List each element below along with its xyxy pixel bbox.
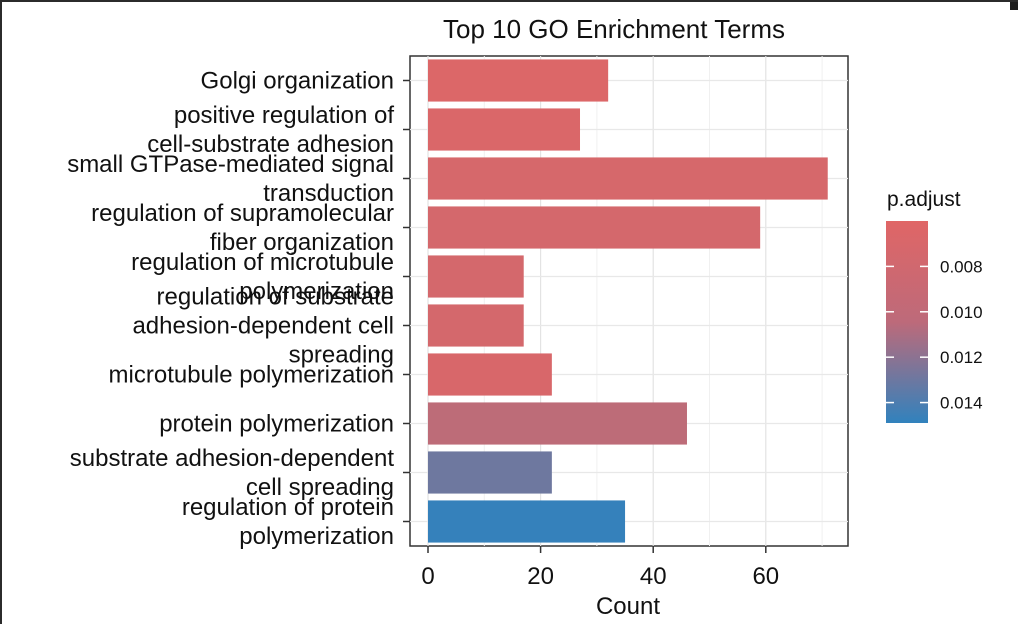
y-tick-label: protein polymerization [159, 411, 394, 438]
bar-series [428, 59, 828, 543]
y-tick-label: polymerization [239, 523, 394, 550]
legend-tick-label: 0.014 [940, 394, 983, 413]
y-tick-label: positive regulation of [174, 102, 394, 129]
bar [428, 402, 687, 445]
y-tick-label: small GTPase-mediated signal [67, 151, 394, 178]
x-tick-label: 60 [752, 563, 779, 590]
y-tick-label: cell-substrate adhesion [147, 131, 394, 158]
x-axis: 0 20 40 60 [421, 546, 779, 590]
legend-title: p.adjust [887, 188, 961, 211]
bar [428, 206, 761, 249]
bar [428, 451, 552, 494]
y-tick-label: regulation of microtubule [131, 249, 394, 276]
y-tick-label: regulation of supramolecular [91, 200, 394, 227]
bar [428, 304, 524, 347]
bar [428, 255, 524, 298]
y-tick-label: cell spreading [246, 474, 394, 501]
bar [428, 500, 626, 543]
y-tick-label: spreading [289, 342, 394, 369]
chart-title: Top 10 GO Enrichment Terms [443, 14, 785, 44]
bar [428, 108, 581, 151]
y-tick-label: transduction [263, 180, 394, 207]
y-tick-label: regulation of substrate [157, 284, 394, 311]
y-tick-label: regulation of protein [182, 494, 394, 521]
y-tick-label: adhesion-dependent cell [132, 313, 394, 340]
legend-tick-label: 0.008 [940, 257, 983, 276]
x-axis-label: Count [596, 593, 660, 620]
bar [428, 157, 828, 200]
legend-colorbar [886, 221, 928, 423]
y-tick-label: Golgi organization [201, 68, 394, 95]
legend-tick-label: 0.010 [940, 303, 983, 322]
bar [428, 59, 609, 102]
legend-tick-label: 0.012 [940, 348, 983, 367]
y-tick-label: microtubule polymerization [109, 362, 394, 389]
x-tick-label: 40 [640, 563, 667, 590]
y-tick-label: fiber organization [210, 229, 394, 256]
x-tick-label: 0 [421, 563, 434, 590]
x-tick-label: 20 [527, 563, 554, 590]
y-tick-label: substrate adhesion-dependent [70, 445, 395, 472]
bar [428, 353, 552, 396]
y-axis-labels: Golgi organization positive regulation of… [67, 68, 410, 550]
color-legend: p.adjust 0.008 0.010 0.012 0.014 [886, 188, 983, 423]
y-tick-label: polymerization [239, 278, 394, 305]
window-corner [1010, 2, 1018, 10]
